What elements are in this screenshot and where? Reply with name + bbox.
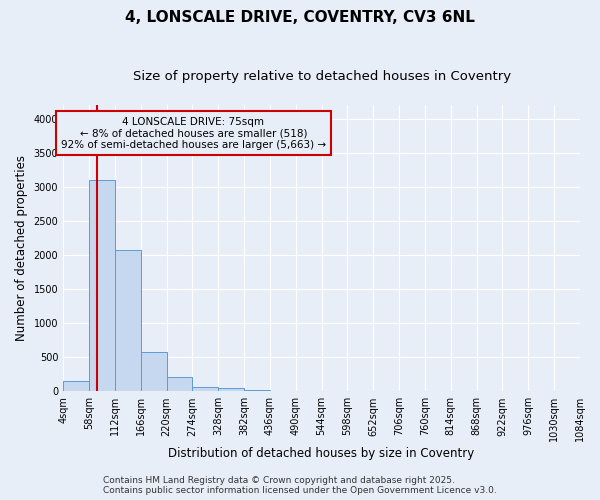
Bar [244, 390, 270, 392]
Bar [167, 377, 193, 392]
X-axis label: Distribution of detached houses by size in Coventry: Distribution of detached houses by size … [169, 447, 475, 460]
Bar [193, 386, 218, 392]
Bar [89, 180, 115, 392]
Bar [218, 388, 244, 392]
Y-axis label: Number of detached properties: Number of detached properties [15, 155, 28, 341]
Bar [63, 381, 89, 392]
Title: Size of property relative to detached houses in Coventry: Size of property relative to detached ho… [133, 70, 511, 83]
Text: 4 LONSCALE DRIVE: 75sqm
← 8% of detached houses are smaller (518)
92% of semi-de: 4 LONSCALE DRIVE: 75sqm ← 8% of detached… [61, 116, 326, 150]
Bar [140, 352, 167, 392]
Text: 4, LONSCALE DRIVE, COVENTRY, CV3 6NL: 4, LONSCALE DRIVE, COVENTRY, CV3 6NL [125, 10, 475, 25]
Bar [115, 250, 140, 392]
Text: Contains HM Land Registry data © Crown copyright and database right 2025.
Contai: Contains HM Land Registry data © Crown c… [103, 476, 497, 495]
